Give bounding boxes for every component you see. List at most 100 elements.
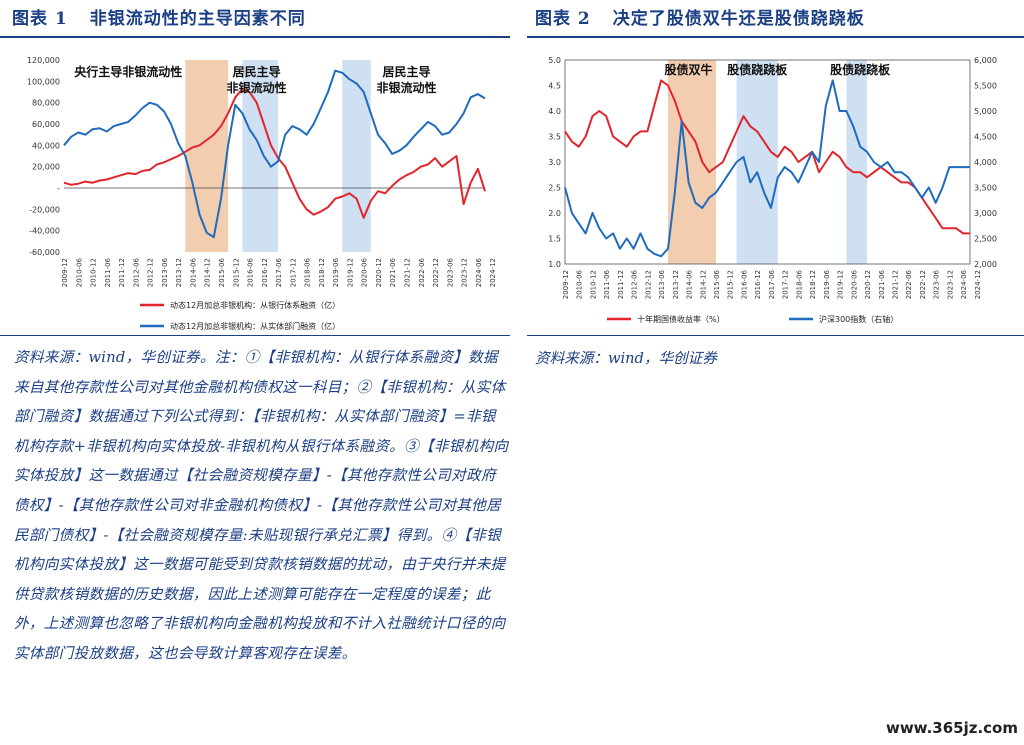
source-note-figure1: 资料来源：wind，华创证券。注：①【非银机构：从银行体系融资】数据来自其他存款… bbox=[14, 349, 509, 662]
x-tick-label: 2024-06 bbox=[475, 257, 483, 287]
x-tick-label: 2014-06 bbox=[189, 257, 197, 287]
x-tick-label: 2022-06 bbox=[905, 269, 913, 299]
y-tick-label: 4.0 bbox=[548, 107, 561, 116]
x-tick-label: 2013-12 bbox=[672, 270, 680, 299]
y-tick-label: 100,000 bbox=[27, 77, 60, 86]
x-tick-label: 2015-12 bbox=[232, 258, 240, 287]
x-tick-label: 2018-06 bbox=[304, 257, 312, 287]
x-tick-label: 2018-06 bbox=[795, 269, 803, 299]
annotation-label-line2: 非银流动性 bbox=[227, 80, 287, 95]
series-line-0 bbox=[63, 87, 486, 219]
figure2-title: 图表 2 决定了股债双牛还是股债跷跷板 bbox=[535, 4, 865, 29]
x-tick-label: 2023-12 bbox=[946, 270, 954, 299]
x-tick-label: 2020-12 bbox=[864, 270, 872, 299]
y-tick-label: 60,000 bbox=[32, 120, 60, 129]
x-tick-label: 2017-12 bbox=[782, 270, 790, 299]
y-tick-label: -20,000 bbox=[29, 205, 60, 214]
note1-divider bbox=[0, 335, 510, 336]
x-tick-label: 2019-06 bbox=[332, 257, 340, 287]
annotation-label: 央行主导非银流动性 bbox=[74, 64, 182, 79]
x-tick-label: 2017-12 bbox=[289, 258, 297, 287]
y2-tick-label: 4,500 bbox=[974, 133, 997, 142]
x-tick-label: 2019-06 bbox=[823, 269, 831, 299]
x-tick-label: 2011-12 bbox=[118, 258, 126, 287]
y-tick-label: 20,000 bbox=[32, 163, 60, 172]
x-tick-label: 2013-06 bbox=[161, 257, 169, 287]
x-tick-label: 2012-06 bbox=[132, 257, 140, 287]
x-tick-label: 2017-06 bbox=[275, 257, 283, 287]
legend-label-1: 沪深300指数（右轴） bbox=[819, 314, 898, 324]
y2-tick-label: 3,000 bbox=[974, 209, 997, 218]
plot-frame bbox=[564, 59, 971, 265]
source-note-figure2: 资料来源：wind，华创证券 bbox=[535, 350, 717, 367]
annotation-label: 股债跷跷板 bbox=[727, 62, 788, 77]
x-tick-label: 2010-06 bbox=[75, 257, 83, 287]
shaded-band-0 bbox=[185, 60, 229, 252]
series-line-1 bbox=[63, 69, 486, 239]
x-tick-label: 2015-12 bbox=[727, 270, 735, 299]
x-tick-label: 2012-12 bbox=[147, 258, 155, 287]
shaded-band-1 bbox=[736, 60, 778, 264]
annotation-label: 居民主导 bbox=[233, 64, 281, 79]
y2-tick-label: 3,500 bbox=[974, 184, 997, 193]
x-tick-label: 2022-12 bbox=[919, 270, 927, 299]
x-tick-label: 2013-06 bbox=[658, 269, 666, 299]
legend-label-1: 动态12月加总非银机构：从实体部门融资（亿） bbox=[170, 321, 340, 331]
y-tick-label: 80,000 bbox=[32, 99, 60, 108]
series-line-1 bbox=[564, 79, 970, 258]
y2-tick-label: 6,000 bbox=[974, 56, 997, 65]
figure1-title-rule bbox=[0, 36, 510, 38]
x-tick-label: 2016-12 bbox=[754, 270, 762, 299]
note2-divider bbox=[527, 335, 1024, 336]
y-tick-label: -40,000 bbox=[29, 227, 60, 236]
figure2-title-text: 决定了股债双牛还是股债跷跷板 bbox=[612, 9, 865, 29]
y2-tick-label: 2,500 bbox=[974, 235, 997, 244]
x-tick-label: 2022-06 bbox=[418, 257, 426, 287]
x-tick-label: 2012-12 bbox=[644, 270, 652, 299]
y-tick-label: 1.5 bbox=[548, 235, 561, 244]
x-tick-label: 2012-06 bbox=[631, 269, 639, 299]
shaded-band-0 bbox=[667, 60, 717, 264]
figure1-title-text: 非银流动性的主导因素不同 bbox=[89, 9, 306, 29]
x-tick-label: 2024-06 bbox=[960, 269, 968, 299]
y-tick-label: 2.5 bbox=[548, 184, 561, 193]
x-tick-label: 2021-06 bbox=[878, 269, 886, 299]
annotation-label-line2: 非银流动性 bbox=[377, 80, 437, 95]
y2-tick-label: 5,000 bbox=[974, 107, 997, 116]
y-tick-label: 40,000 bbox=[32, 141, 60, 150]
y-tick-label: -60,000 bbox=[29, 248, 60, 257]
y2-tick-label: 5,500 bbox=[974, 82, 997, 91]
x-tick-label: 2015-06 bbox=[713, 269, 721, 299]
x-tick-label: 2024-12 bbox=[974, 270, 982, 299]
figure2-title-prefix: 图表 2 bbox=[535, 9, 591, 29]
x-tick-label: 2015-06 bbox=[218, 257, 226, 287]
x-tick-label: 2021-12 bbox=[891, 270, 899, 299]
x-tick-label: 2010-06 bbox=[576, 269, 584, 299]
chart-stock-bond: 1.0 1.5 2.0 2.5 3.0 3.5 4.0 4.5 5.0 2,000 2,500 3,0… bbox=[548, 56, 997, 324]
x-tick-label: 2020-06 bbox=[850, 269, 858, 299]
y2-tick-label: 2,000 bbox=[974, 260, 997, 269]
legend-label-0: 动态12月加总非银机构：从银行体系融资（亿） bbox=[170, 300, 340, 310]
y-tick-label: 2.0 bbox=[548, 209, 561, 218]
figure1-title: 图表 1 非银流动性的主导因素不同 bbox=[12, 4, 306, 29]
annotation-label: 居民主导 bbox=[383, 64, 431, 79]
figure1-title-prefix: 图表 1 bbox=[12, 9, 68, 29]
x-tick-label: 2020-12 bbox=[375, 258, 383, 287]
x-tick-label: 2009-12 bbox=[61, 258, 69, 287]
y-tick-label: 3.0 bbox=[548, 158, 561, 167]
annotation-label: 股债双牛 bbox=[665, 62, 713, 77]
x-tick-label: 2013-12 bbox=[175, 258, 183, 287]
y-tick-label: 4.5 bbox=[548, 82, 561, 91]
x-tick-label: 2018-12 bbox=[809, 270, 817, 299]
y-tick-label: 5.0 bbox=[548, 56, 561, 65]
x-tick-label: 2024-12 bbox=[489, 258, 497, 287]
shaded-band-2 bbox=[846, 60, 868, 264]
figure2-title-rule bbox=[527, 36, 1024, 38]
y-tick-label: 1.0 bbox=[548, 260, 561, 269]
chart-nonbank-liquidity: -60,000-40,000-20,000-20,00040,00060,000… bbox=[27, 56, 497, 331]
x-tick-label: 2019-12 bbox=[346, 258, 354, 287]
x-tick-label: 2011-06 bbox=[603, 269, 611, 299]
y-tick-label: - bbox=[57, 184, 60, 193]
x-tick-label: 2018-12 bbox=[318, 258, 326, 287]
x-tick-label: 2010-12 bbox=[589, 270, 597, 299]
